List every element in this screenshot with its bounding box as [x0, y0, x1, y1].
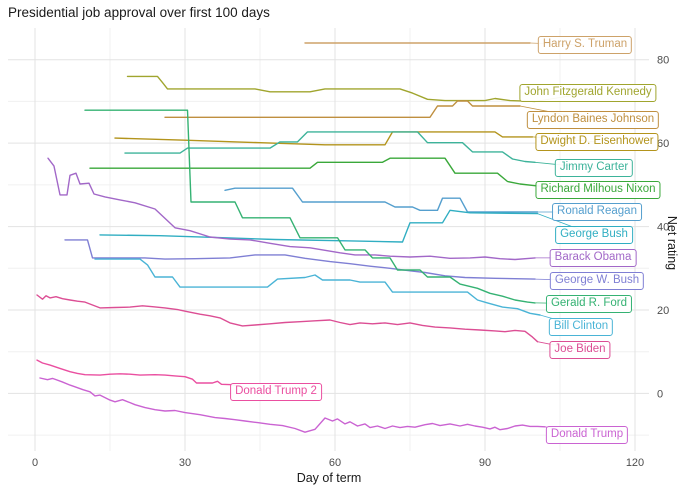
line-george-bush: [99, 209, 539, 243]
x-tick-label: 0: [32, 457, 38, 469]
y-tick-label: 60: [657, 138, 669, 150]
line-obama: [47, 157, 536, 261]
line-reagan: [224, 187, 539, 213]
y-tick-label: 40: [657, 222, 669, 234]
label-gw-bush: George W. Bush: [549, 271, 645, 290]
y-axis-title: Net rating: [664, 215, 679, 271]
label-johnson: Lyndon Baines Johnson: [526, 111, 660, 130]
y-tick-label: 0: [657, 388, 663, 400]
line-trump: [39, 377, 546, 433]
line-nixon: [89, 157, 536, 187]
label-george-bush: George Bush: [555, 225, 633, 244]
chart-title: Presidential job approval over first 100…: [8, 5, 270, 20]
x-axis-title: Day of term: [296, 471, 362, 485]
y-tick-label: 20: [657, 305, 669, 317]
label-obama: Barack Obama: [549, 248, 637, 267]
label-trump: Donald Trump: [545, 425, 629, 444]
line-eisenhower: [114, 131, 534, 146]
label-biden: Joe Biden: [549, 341, 611, 360]
line-biden: [36, 294, 539, 343]
label-trump-2: Donald Trump 2: [230, 382, 322, 401]
label-ford: Gerald R. Ford: [545, 294, 633, 313]
line-gw-bush: [64, 239, 536, 280]
line-clinton: [94, 258, 541, 316]
label-kennedy: John Fitzgerald Kennedy: [519, 84, 657, 103]
line-carter: [124, 131, 536, 163]
x-tick-label: 90: [479, 457, 491, 469]
x-tick-label: 30: [179, 457, 191, 469]
line-ford: [84, 109, 536, 304]
line-kennedy: [126, 75, 536, 103]
label-clinton: Bill Clinton: [548, 317, 614, 336]
y-tick-label: 80: [657, 55, 669, 67]
label-reagan: Ronald Reagan: [552, 202, 642, 221]
line-trump-2: [36, 359, 238, 387]
label-eisenhower: Dwight D. Eisenhower: [535, 132, 659, 151]
label-nixon: Richard Milhous Nixon: [535, 180, 661, 199]
line-johnson: [164, 100, 521, 118]
label-carter: Jimmy Carter: [554, 159, 634, 178]
label-truman: Harry S. Truman: [537, 36, 633, 55]
x-tick-label: 120: [626, 457, 644, 469]
x-tick-label: 60: [329, 457, 341, 469]
